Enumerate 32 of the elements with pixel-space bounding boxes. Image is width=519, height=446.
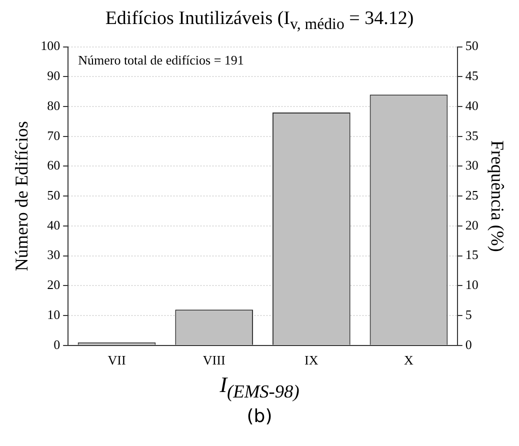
- y-tick-label: 60: [47, 158, 60, 173]
- x-tick-label: X: [404, 352, 414, 368]
- y-axis-title: Número de Edifícios: [12, 121, 32, 272]
- y2-tick-label: 40: [465, 98, 478, 113]
- x-tick-label: IX: [304, 352, 319, 368]
- y-tick-label: 100: [40, 38, 60, 54]
- y2-tick-label: 5: [465, 306, 472, 322]
- y2-tick-label: 15: [465, 247, 478, 262]
- y2-tick-label: 25: [465, 188, 478, 203]
- y-tick-label: 0: [54, 336, 60, 352]
- y-tick-label: 10: [47, 306, 60, 322]
- x-tick-label: VII: [108, 352, 126, 368]
- y-tick-label: 40: [47, 217, 60, 232]
- y2-tick-label: 0: [465, 336, 472, 352]
- y-tick-label: 50: [47, 188, 60, 203]
- y-tick-label: 30: [47, 247, 60, 262]
- y-tick-label: 70: [47, 128, 60, 143]
- y-tick-label: 20: [47, 277, 60, 292]
- y2-tick-label: 10: [465, 277, 478, 292]
- y-tick-label: 80: [47, 98, 60, 113]
- y2-tick-label: 20: [465, 217, 478, 232]
- chart-title: Edifícios Inutilizáveis (I$_{v, médio}$ = 34.12): [104, 8, 415, 35]
- y-tick-label: 90: [47, 68, 60, 84]
- x-axis-title: I$_{(EMS-98)}$: [218, 372, 300, 404]
- y2-tick-label: 45: [465, 68, 478, 84]
- x-tick-label: VIII: [202, 352, 226, 368]
- y2-tick-label: 35: [465, 128, 478, 143]
- y2-tick-label: 50: [465, 38, 478, 54]
- y2-tick-label: 30: [465, 158, 478, 173]
- text: (b): [246, 406, 274, 427]
- y2-axis-title: Frequência (%): [487, 140, 508, 252]
- annotation: Número total de edifícios = 191: [78, 52, 244, 68]
